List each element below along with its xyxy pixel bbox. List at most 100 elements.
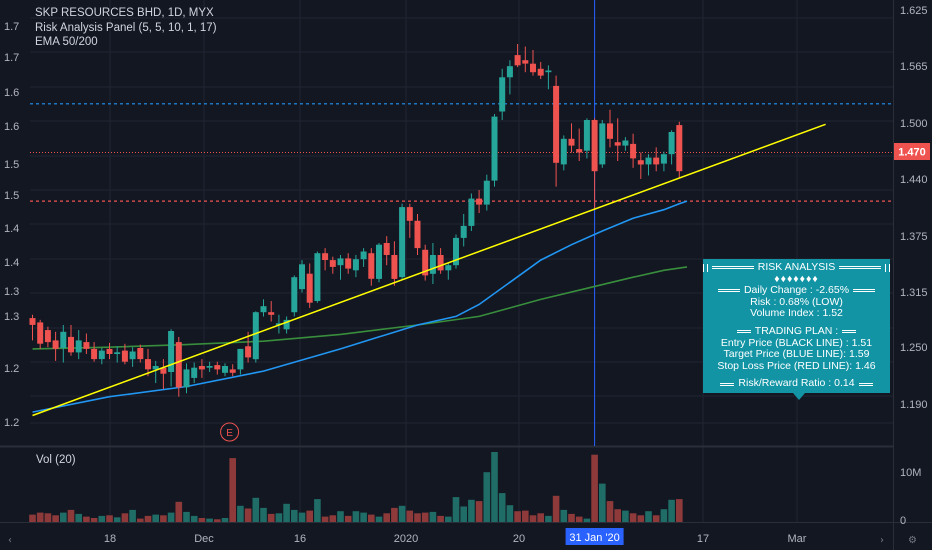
left-price-label: 1.7 — [4, 21, 19, 33]
risk-analysis-panel: RISK ANALYSIS ♦♦♦♦♦♦♦ Daily Change : -2.… — [703, 259, 890, 400]
volume-bar — [645, 511, 652, 522]
volume-bar — [206, 518, 213, 522]
candle-body — [68, 336, 74, 353]
price-axis-label: 1.625 — [900, 5, 928, 17]
volume-bar — [291, 509, 298, 522]
volume-bar — [537, 513, 544, 523]
date-axis-label: 16 — [294, 533, 306, 545]
volume-axis-label: 0 — [900, 515, 906, 527]
candle-body — [491, 116, 498, 181]
candle-body — [44, 330, 51, 343]
volume-bar — [152, 514, 159, 522]
symbol-title[interactable]: SKP RESOURCES BHD, 1D, MYX — [35, 7, 214, 19]
earnings-marker-circle — [220, 422, 240, 442]
volume-bar — [498, 493, 506, 522]
candle-body — [576, 149, 583, 153]
volume-bar — [545, 515, 552, 522]
panel-trading-plan: TRADING PLAN : — [754, 324, 839, 337]
candle-body — [645, 157, 652, 165]
candle-body — [168, 331, 175, 372]
candle-body — [460, 225, 467, 238]
volume-bar — [244, 508, 252, 522]
overlay-layer: E — [32, 123, 826, 442]
candle-body — [653, 157, 660, 165]
candle-body — [29, 318, 36, 325]
candle-body — [145, 359, 151, 370]
candle-body — [437, 255, 444, 271]
candle-body — [191, 367, 198, 378]
volume-bar — [121, 513, 129, 523]
left-price-label: 1.2 — [4, 363, 19, 375]
scroll-right-icon: › — [880, 535, 884, 546]
candle-body — [98, 350, 105, 360]
candle-body — [275, 323, 282, 325]
volume-bar — [614, 509, 621, 522]
candle-body — [83, 342, 90, 349]
volume-bar — [44, 513, 52, 523]
volume-bar — [475, 501, 483, 522]
price-axis-label: 1.565 — [900, 61, 928, 73]
date-axis-label: Mar — [788, 533, 807, 545]
candle-body — [660, 154, 667, 164]
candle-body — [283, 319, 290, 330]
ema-indicator[interactable]: EMA 50/200 — [35, 36, 98, 48]
volume-legend[interactable]: Vol (20) — [36, 454, 76, 466]
candle-body — [183, 369, 190, 388]
crosshair-date-label: 31 Jan '20 — [569, 532, 619, 544]
candle-body — [607, 123, 613, 139]
volume-bar — [360, 512, 367, 522]
candle-body — [506, 66, 513, 78]
candle-body — [537, 68, 544, 76]
volume-bar — [383, 513, 390, 523]
candle-body — [260, 306, 267, 313]
current-price-label: 1.470 — [898, 147, 926, 159]
candle-body — [429, 255, 436, 274]
volume-bar — [214, 519, 221, 522]
volume-bar — [167, 512, 175, 522]
left-price-label: 1.6 — [4, 121, 19, 133]
price-axis-label: 1.315 — [900, 287, 928, 299]
panel-daily-change-row: Daily Change : -2.65% — [703, 285, 890, 297]
volume-bar — [552, 495, 560, 523]
crosshair-date-tag — [565, 528, 624, 545]
volume-bar — [344, 515, 352, 522]
candle-body — [291, 277, 298, 313]
volume-bar — [75, 513, 82, 522]
candle-body — [560, 138, 567, 165]
left-price-label: 1.7 — [4, 52, 19, 64]
panel-trading-plan-row: TRADING PLAN : — [703, 324, 890, 338]
candle-body — [237, 348, 244, 370]
candle-body — [360, 251, 367, 260]
candle-body — [322, 253, 329, 260]
candle-body — [314, 253, 321, 301]
candle-body — [60, 331, 67, 348]
ema-200-line — [32, 266, 688, 350]
candle-body — [499, 77, 506, 112]
volume-bar — [421, 512, 429, 522]
candle-body — [414, 220, 421, 249]
candle-body — [545, 70, 552, 73]
risk-panel-indicator[interactable]: Risk Analysis Panel (5, 5, 10, 1, 17) — [35, 21, 217, 34]
candle-body — [214, 365, 221, 370]
volume-bar — [260, 507, 267, 522]
volume-bar — [321, 516, 329, 522]
candle-body — [352, 259, 359, 271]
volume-bar — [398, 505, 406, 522]
candle-body — [160, 367, 167, 374]
volume-bar — [337, 511, 344, 522]
ema-layer — [32, 200, 688, 413]
volume-bar — [429, 511, 437, 522]
volume-bar — [491, 452, 498, 522]
candle-body — [114, 352, 121, 354]
candle-body — [422, 249, 429, 276]
panel-entry: Entry Price (BLACK LINE) : 1.51 — [720, 336, 873, 349]
candle-body — [368, 253, 375, 279]
volume-bar — [198, 518, 206, 522]
panel-target: Target Price (BLUE LINE): 1.59 — [723, 348, 870, 361]
volume-bar — [668, 499, 675, 522]
candle-body — [637, 160, 644, 165]
candle-body — [599, 123, 606, 165]
volume-bar — [460, 506, 467, 522]
price-axis-label: 1.440 — [900, 174, 928, 186]
